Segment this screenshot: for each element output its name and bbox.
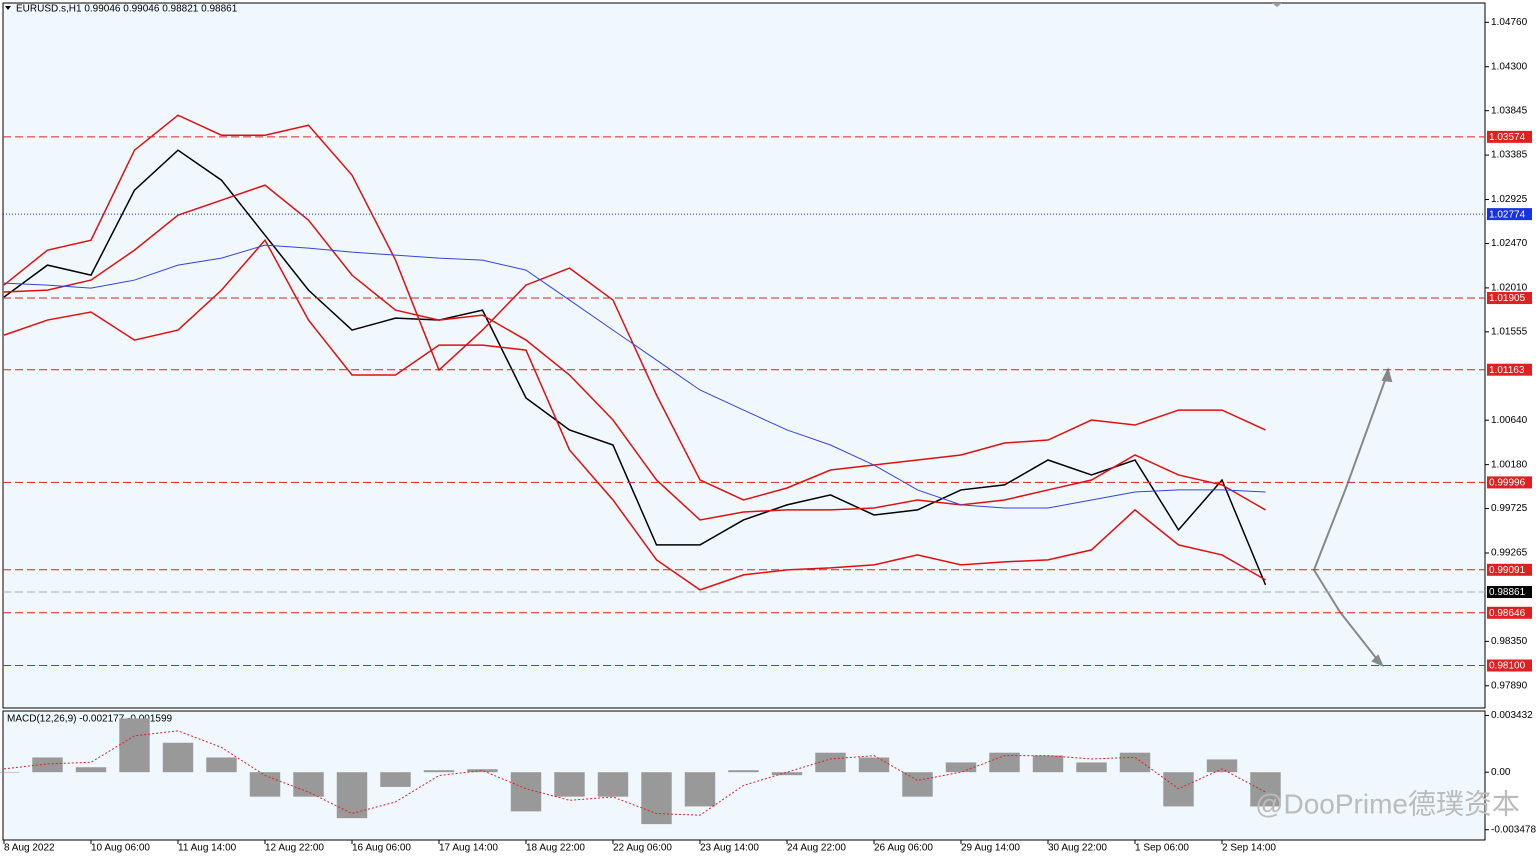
y-tick-label: -0.003478 [1491,824,1536,835]
histogram-bar [1032,755,1064,773]
level-label-box [1487,208,1532,221]
x-tick-label: 1 Sep 06:00 [1135,843,1189,854]
y-tick-label: 0.97890 [1491,680,1528,691]
chart-title: EURUSD.s,H1 0.99046 0.99046 0.98821 0.98… [16,4,238,15]
arrow-head [1371,654,1384,667]
histogram-bar [641,772,672,825]
x-tick-label: 30 Aug 22:00 [1048,843,1107,854]
y-tick-label: 0.99265 [1491,548,1528,559]
x-tick-label: 26 Aug 06:00 [874,843,933,854]
level-label: 1.03574 [1489,132,1526,143]
level-label-box [1487,476,1532,489]
histogram-bar [554,772,585,797]
histogram-bar [162,742,194,773]
histogram-bar [945,762,977,773]
level-label-box [1487,586,1532,599]
histogram-bar [989,752,1020,773]
price-line [3,114,1266,501]
x-tick-label: 16 Aug 06:00 [352,843,411,854]
y-tick-label: 1.02470 [1491,238,1528,249]
level-label: 1.01163 [1489,365,1525,376]
histogram-bar [293,772,324,797]
shift-marker [1272,3,1282,7]
x-tick-label: 8 Aug 2022 [4,843,55,854]
y-tick-label: 1.02925 [1491,194,1528,205]
level-label: 0.98646 [1489,608,1526,619]
projection-arrows [1313,367,1393,667]
price-line [3,244,1266,509]
watermark: @DooPrime德璞资本 [1255,788,1520,819]
histogram-bar [423,770,455,773]
level-label-box [1487,130,1532,143]
y-tick-label: 1.00640 [1491,415,1528,426]
y-tick-label: 1.01555 [1491,326,1528,337]
x-tick-label: 24 Aug 22:00 [787,843,846,854]
histogram-bar [728,770,759,773]
x-tick-label: 2 Sep 14:00 [1222,843,1276,854]
arrow-down [1313,569,1381,664]
menu-icon[interactable] [5,6,11,10]
price-line [3,184,1266,521]
histogram-bar [684,772,716,807]
histogram-bar [1250,772,1281,807]
level-label-box [1487,659,1532,672]
histogram-bar [1206,759,1238,773]
level-label: 1.02774 [1489,209,1526,220]
histogram-bar [467,769,498,773]
histogram-bar [771,772,803,776]
y-tick-label: 1.00180 [1491,459,1528,470]
histogram-bar [815,752,846,773]
y-tick-label: 1.04300 [1491,61,1528,72]
histogram-bar [206,757,237,773]
y-tick-label: 1.03385 [1491,150,1528,161]
y-tick-label: 1.02010 [1491,283,1528,294]
y-tick-label: 1.03845 [1491,105,1528,116]
level-label: 1.01905 [1489,293,1526,304]
histogram-bar [119,718,150,773]
level-label: 0.98861 [1489,587,1526,598]
x-tick-label: 18 Aug 22:00 [526,843,585,854]
histogram-bar [0,772,20,773]
x-tick-label: 12 Aug 22:00 [265,843,324,854]
macd-title: MACD(12,26,9) -0.002177 -0.001599 [7,714,173,725]
level-label: 0.99091 [1489,565,1526,576]
y-tick-label: 0.99725 [1491,503,1528,514]
histogram-bar [336,772,368,819]
x-tick-label: 11 Aug 14:00 [178,843,237,854]
level-label-box [1487,363,1532,376]
y-tick-label: 0.00 [1491,767,1511,778]
x-tick-label: 17 Aug 14:00 [439,843,498,854]
level-label: 0.98100 [1489,661,1526,672]
histogram-bar [858,757,890,773]
x-tick-label: 29 Aug 14:00 [961,843,1020,854]
histogram-bar [380,772,411,787]
histogram-bar [32,757,63,773]
price-line [3,149,1267,586]
level-label-box [1487,563,1532,576]
arrow-head [1381,367,1393,383]
arrow-up [1313,371,1389,571]
price-line [3,238,1266,591]
y-tick-label: 1.04760 [1491,17,1528,28]
histogram-bar [1076,762,1107,773]
y-tick-label: 0.98350 [1491,636,1528,647]
x-tick-label: 23 Aug 14:00 [700,843,759,854]
histogram-bar [902,772,933,797]
level-label-box [1487,606,1532,619]
histogram-bar [1119,752,1151,773]
histogram-bar [597,772,629,797]
x-tick-label: 10 Aug 06:00 [91,843,150,854]
histogram-bar [75,767,107,773]
level-label: 0.99996 [1489,478,1526,489]
level-label-box [1487,292,1532,305]
signal-line [3,730,1266,816]
price-panel [2,2,1486,709]
histogram-bar [249,772,281,797]
histogram-bar [1163,772,1194,807]
x-tick-label: 22 Aug 06:00 [613,843,672,854]
y-tick-label: 0.003432 [1491,710,1533,721]
